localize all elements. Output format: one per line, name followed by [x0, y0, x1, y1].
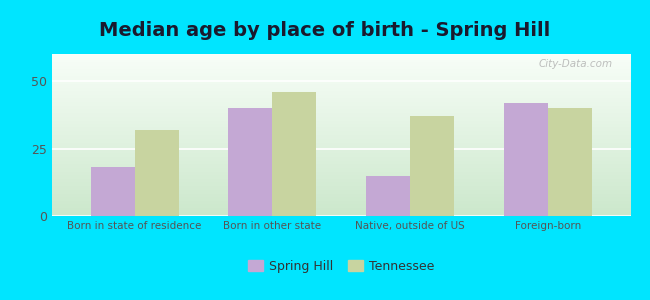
Bar [228, 108, 272, 216]
Bar [135, 130, 179, 216]
Text: Median age by place of birth - Spring Hill: Median age by place of birth - Spring Hi… [99, 21, 551, 40]
Bar [410, 116, 454, 216]
Legend: Spring Hill, Tennessee: Spring Hill, Tennessee [242, 255, 440, 278]
Bar [272, 92, 317, 216]
Bar [90, 167, 135, 216]
Text: City-Data.com: City-Data.com [539, 59, 613, 69]
Bar [366, 176, 410, 216]
Bar [548, 108, 592, 216]
Bar [504, 103, 548, 216]
